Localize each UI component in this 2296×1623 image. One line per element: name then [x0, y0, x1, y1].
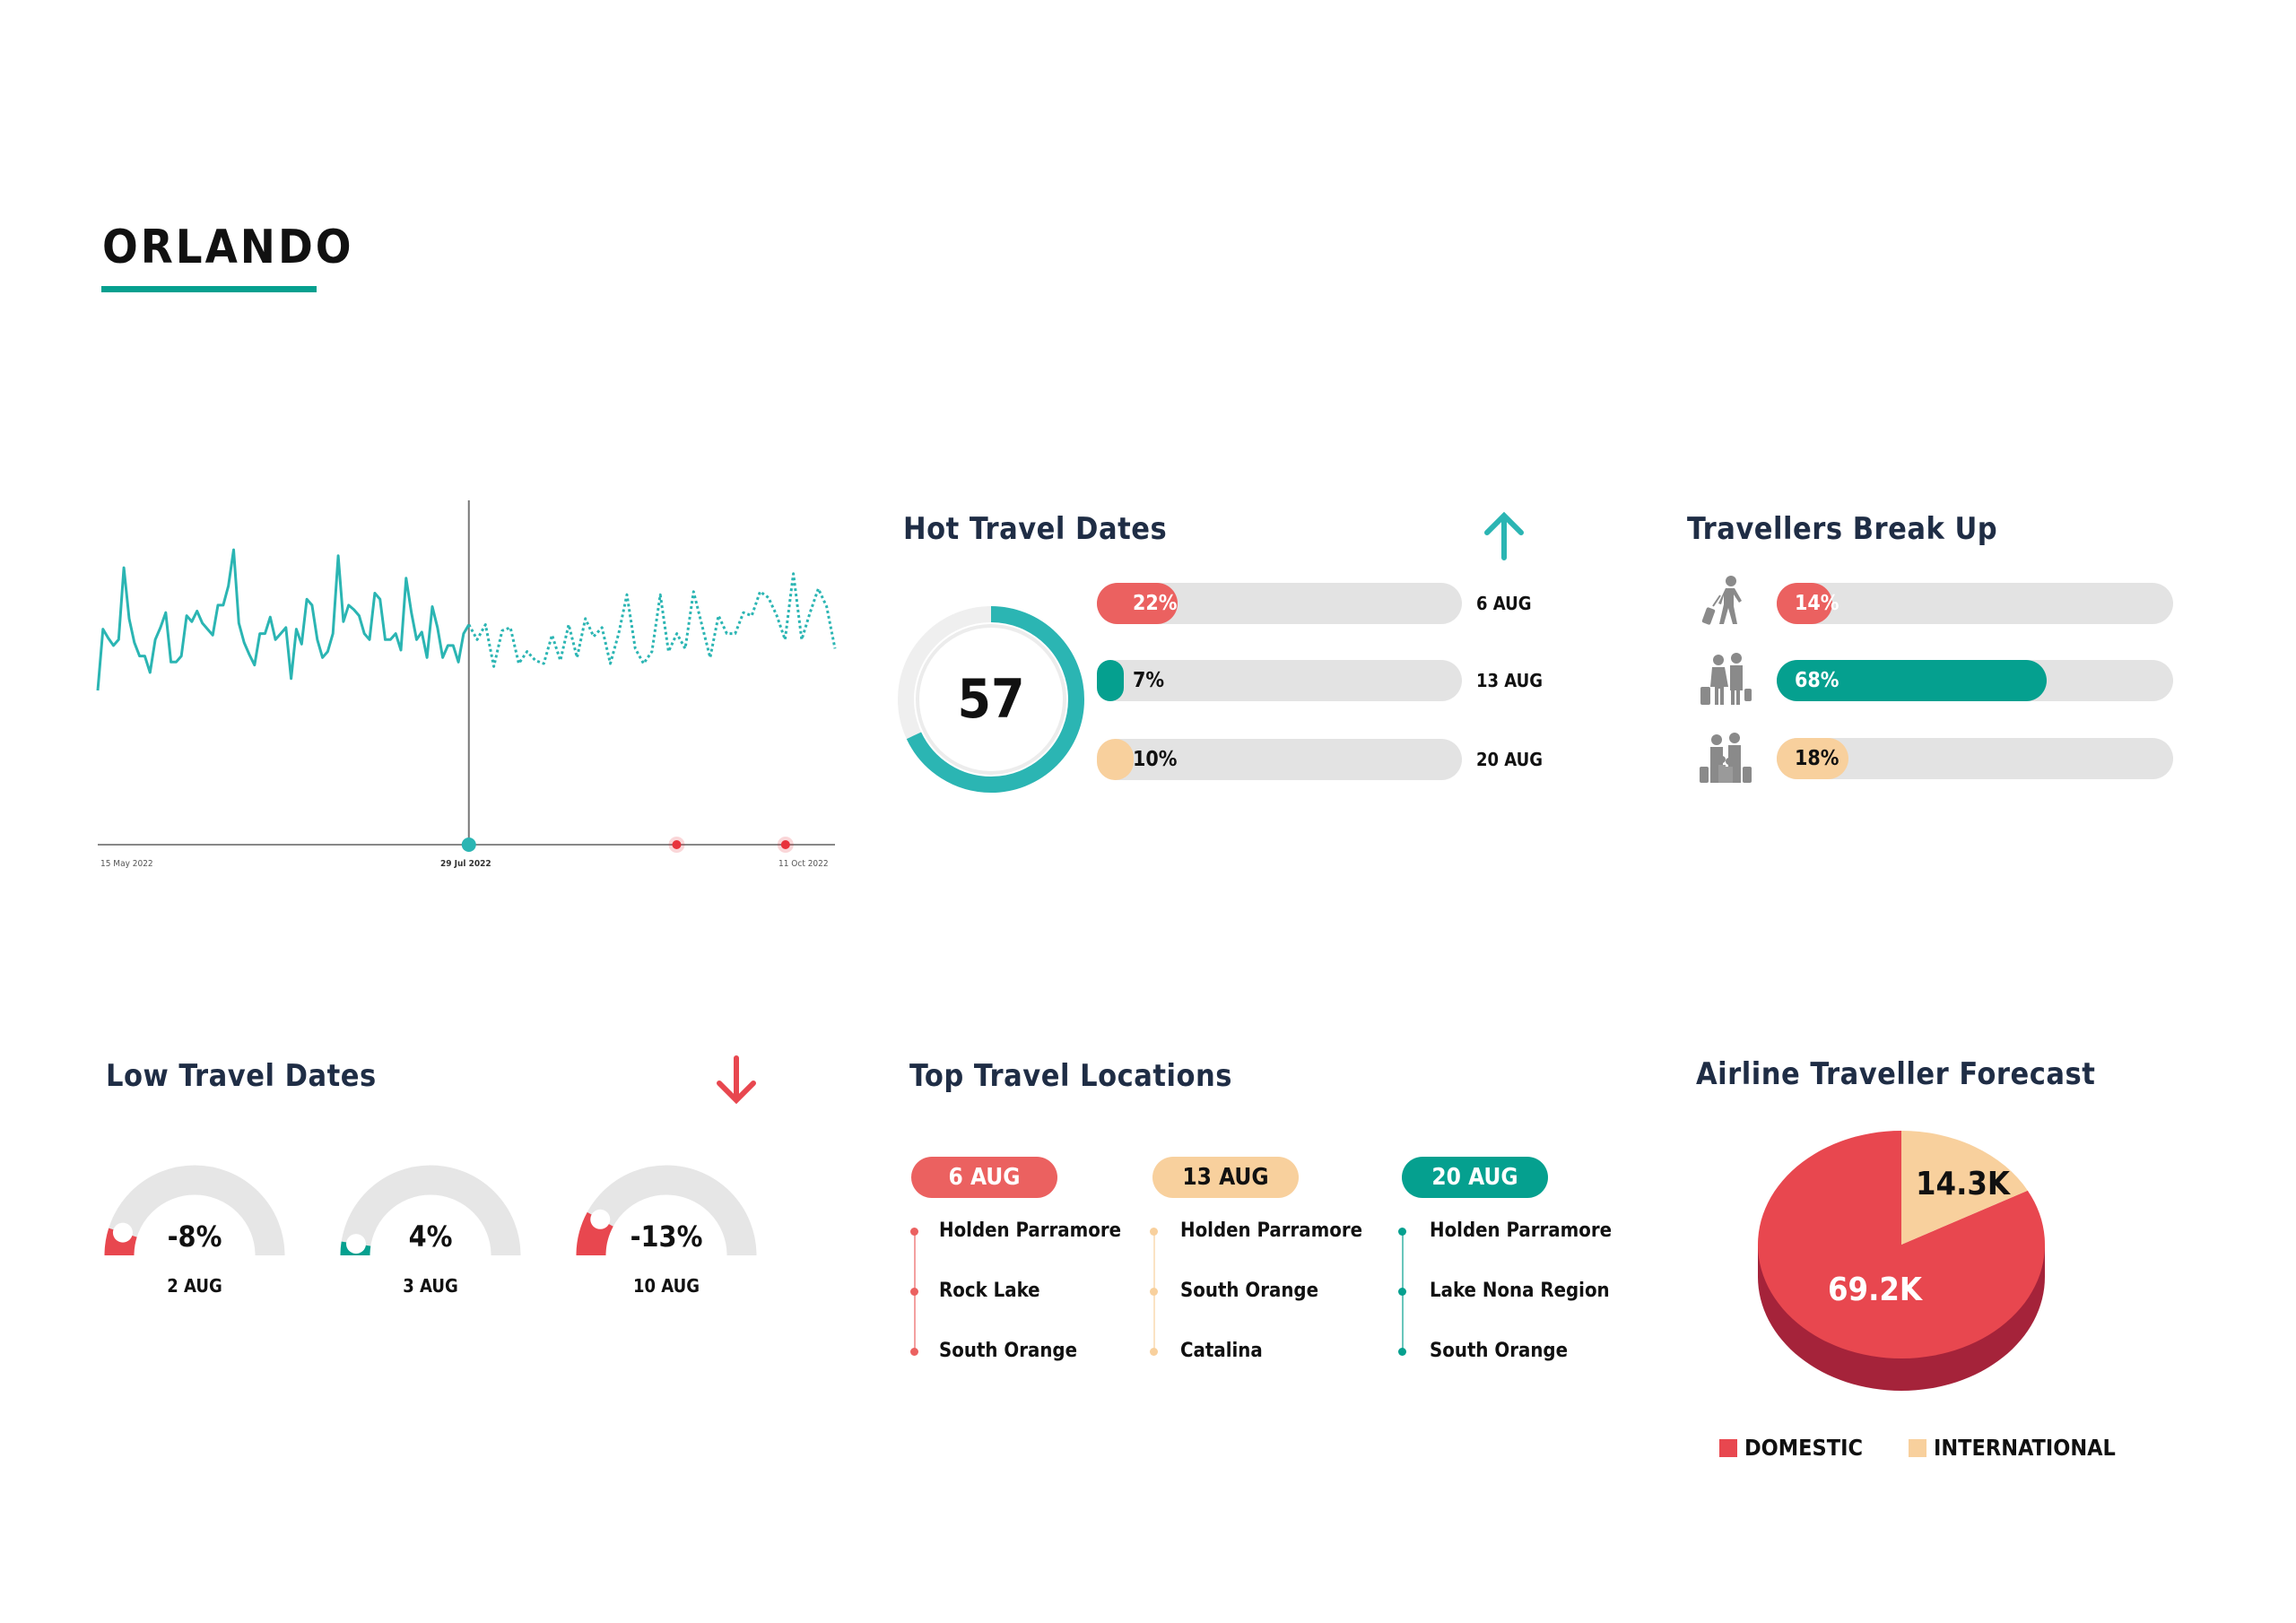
hot-date-percent: 22% [1133, 592, 1178, 615]
location-dot [1398, 1228, 1406, 1236]
traveller-type-bar: 14% [1777, 583, 2173, 624]
location-item[interactable]: Holden Parramore [1180, 1219, 1363, 1242]
x-tick-label-start: 15 May 2022 [100, 859, 153, 869]
low-date-gauge [104, 1165, 285, 1256]
couple-traveller-icon [1700, 653, 1752, 705]
gauge-value: -8% [167, 1219, 222, 1254]
low-date-gauge [340, 1165, 521, 1256]
location-item[interactable]: South Orange [1430, 1340, 1569, 1362]
trend-line-chart [96, 500, 837, 853]
location-date-pill[interactable]: 6 AUG [911, 1157, 1057, 1198]
location-item[interactable]: South Orange [939, 1340, 1078, 1362]
hot-date-bar-fill [1097, 583, 1178, 624]
hot-date-bar: 10% [1097, 739, 1462, 780]
hot-date-label: 20 AUG [1476, 749, 1543, 770]
legend-label-domestic: DOMESTIC [1744, 1435, 1863, 1461]
hot-date-label: 13 AUG [1476, 670, 1543, 691]
top-travel-locations-heading: Top Travel Locations [909, 1058, 1232, 1094]
gauge-knob [112, 1222, 133, 1243]
location-dot [1150, 1348, 1158, 1356]
traveller-type-bar-fill [1777, 583, 1832, 624]
pie-slice-international [1901, 1131, 2028, 1245]
low-date-gauge [576, 1165, 757, 1256]
hot-travel-dates-heading: Hot Travel Dates [903, 511, 1168, 547]
traveller-type-bar: 68% [1777, 660, 2173, 701]
title-underline [101, 286, 317, 292]
hot-date-percent: 10% [1133, 748, 1178, 771]
location-item[interactable]: Catalina [1180, 1340, 1263, 1362]
solo-traveller-icon [1701, 576, 1742, 625]
location-dot [1150, 1288, 1158, 1296]
location-dot [910, 1288, 918, 1296]
legend-swatch-domestic [1719, 1438, 1737, 1457]
gauge-date: 3 AUG [403, 1275, 458, 1297]
location-dot [910, 1228, 918, 1236]
hot-date-percent: 7% [1133, 669, 1165, 692]
event-marker [780, 840, 790, 849]
gauge-date: 10 AUG [633, 1275, 700, 1297]
traveller-type-bar-fill [1777, 660, 2047, 701]
gauge-knob [345, 1234, 366, 1254]
traveller-type-bar-fill [1777, 738, 1848, 779]
gauge-value: -13% [630, 1219, 703, 1254]
hot-date-bar: 7% [1097, 660, 1462, 701]
hot-date-label: 6 AUG [1476, 593, 1532, 614]
hot-date-bar-fill [1097, 660, 1124, 701]
location-dot [910, 1348, 918, 1356]
location-dot [1398, 1288, 1406, 1296]
score-value: 57 [957, 668, 1025, 731]
event-marker [461, 838, 476, 852]
location-item[interactable]: Rock Lake [939, 1280, 1040, 1302]
forecast-pie-chart [1758, 1131, 2045, 1391]
score-ring-fill [898, 606, 1084, 793]
location-dot [1150, 1228, 1158, 1236]
gauge-track [104, 1165, 285, 1256]
location-item[interactable]: Holden Parramore [939, 1219, 1122, 1242]
location-date-pill[interactable]: 20 AUG [1402, 1157, 1548, 1198]
actual-series-line [96, 548, 471, 691]
location-date-pill[interactable]: 13 AUG [1152, 1157, 1299, 1198]
low-travel-dates-heading: Low Travel Dates [106, 1058, 377, 1094]
travellers-break-up-heading: Travellers Break Up [1687, 511, 1998, 547]
gauge-date: 2 AUG [167, 1275, 222, 1297]
legend-international: INTERNATIONAL [1909, 1435, 2116, 1461]
arrow-down-icon [717, 1055, 756, 1105]
traveller-type-percent: 14% [1795, 592, 1839, 615]
event-marker [672, 840, 682, 849]
location-item[interactable]: Holden Parramore [1430, 1219, 1613, 1242]
legend-domestic: DOMESTIC [1719, 1435, 1863, 1461]
gauge-value: 4% [408, 1219, 453, 1254]
page-title: ORLANDO [102, 221, 354, 274]
legend-swatch-international [1909, 1438, 1926, 1457]
legend-label-international: INTERNATIONAL [1934, 1435, 2116, 1461]
hot-date-bar: 22% [1097, 583, 1462, 624]
traveller-type-percent: 68% [1795, 669, 1839, 692]
traveller-type-bar: 18% [1777, 738, 2173, 779]
airline-traveller-forecast-heading: Airline Traveller Forecast [1696, 1056, 2096, 1092]
score-ring [898, 606, 1084, 793]
forecast-series-line [467, 572, 837, 668]
family-traveller-icon [1700, 733, 1752, 783]
gauge-track [340, 1165, 521, 1256]
pie-label-domestic: 69.2K [1828, 1271, 1923, 1308]
location-item[interactable]: Lake Nona Region [1430, 1280, 1610, 1302]
location-dot [1398, 1348, 1406, 1356]
x-tick-label-split: 29 Jul 2022 [440, 859, 491, 869]
x-tick-label-end: 11 Oct 2022 [778, 859, 829, 869]
arrow-up-icon [1484, 511, 1524, 560]
gauge-knob [590, 1209, 611, 1229]
pie-label-international: 14.3K [1916, 1166, 2011, 1202]
location-item[interactable]: South Orange [1180, 1280, 1319, 1302]
hot-date-bar-fill [1097, 739, 1134, 780]
traveller-type-percent: 18% [1795, 747, 1839, 770]
